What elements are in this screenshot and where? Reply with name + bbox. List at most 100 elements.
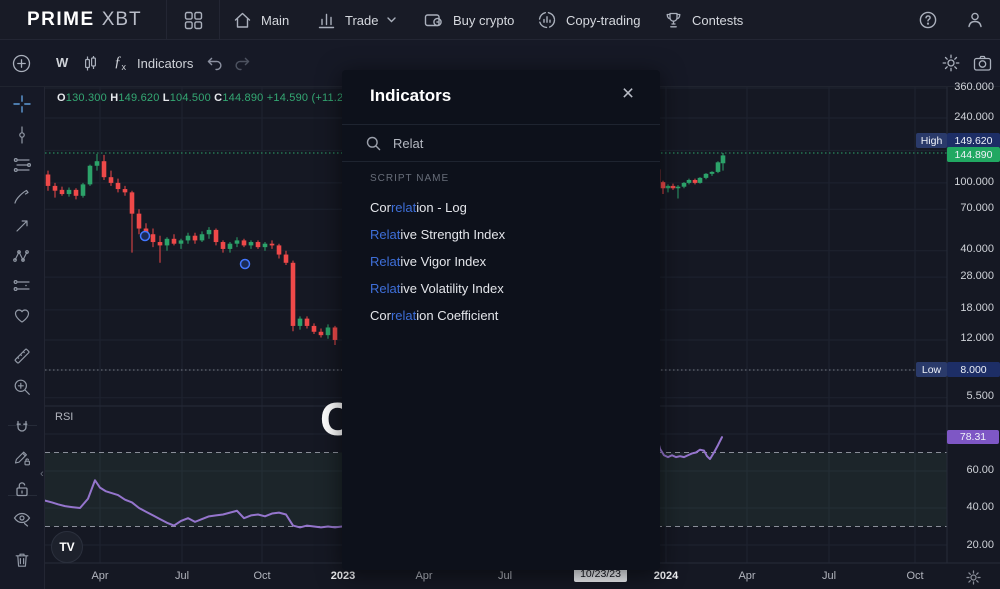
indicator-results-list: Correlation - Log Relative Strength Index…	[370, 194, 650, 329]
lock-drawings-tool[interactable]	[13, 480, 31, 498]
magnet-icon	[16, 420, 28, 432]
list-header: SCRIPT NAME	[370, 173, 450, 184]
pattern-icon	[13, 250, 29, 262]
zoom-in-icon	[14, 379, 30, 395]
chart-settings-button[interactable]	[942, 54, 960, 72]
indicator-list-item[interactable]: Correlation - Log	[370, 200, 467, 215]
tradingview-logo[interactable]: TV	[51, 531, 83, 563]
nav-item-main[interactable]: Main	[233, 0, 289, 40]
dialog-divider	[342, 161, 660, 162]
indicator-list-item[interactable]: Correlation Coefficient	[370, 308, 499, 323]
drawing-mode-tool[interactable]	[13, 449, 31, 467]
crosshair-tool[interactable]	[13, 95, 31, 113]
nav-divider	[219, 0, 220, 40]
indicator-list-item[interactable]: Relative Volatility Index	[370, 281, 504, 296]
axis-price-label: 360.000	[954, 81, 994, 93]
undo-icon	[207, 57, 222, 71]
indicators-button-label[interactable]: Indicators	[137, 56, 194, 71]
navbar: PRIME XBT Main Trade Buy crypto Copy-tra…	[0, 0, 1000, 40]
nav-item-copy-trading[interactable]: Copy-trading	[537, 0, 640, 40]
heart-icon	[14, 309, 30, 323]
high-value: 149.620	[118, 92, 160, 104]
hide-drawings-tool[interactable]	[13, 510, 31, 528]
undo-button[interactable]	[206, 55, 223, 72]
high-label: H	[110, 92, 119, 104]
zoom-in-tool[interactable]	[13, 378, 31, 396]
brush-tool[interactable]	[13, 187, 31, 205]
rsi-value-badge: 78.31	[947, 430, 999, 444]
low-price-value: 8.000	[947, 362, 1000, 377]
axis-time-label: Apr	[738, 570, 756, 582]
nav-label-buy-crypto: Buy crypto	[453, 12, 515, 28]
arrow-tool[interactable]	[13, 217, 31, 235]
chart-type-button[interactable]	[82, 55, 99, 72]
help-button[interactable]	[918, 10, 938, 30]
remove-drawings-tool[interactable]	[13, 551, 31, 569]
nav-item-trade[interactable]: Trade	[317, 0, 397, 40]
nav-item-contests[interactable]: Contests	[664, 0, 743, 40]
axis-time-label: Jul	[174, 570, 190, 582]
camera-icon	[973, 55, 992, 71]
redo-button[interactable]	[234, 55, 251, 72]
axis-time-label: Jul	[497, 570, 513, 582]
pencil-lock-icon	[14, 451, 30, 466]
position-tool[interactable]	[13, 277, 31, 295]
axis-price-label: 40.000	[960, 243, 994, 255]
gear-icon	[966, 570, 981, 585]
trend-line-tool[interactable]	[13, 156, 31, 174]
sidebar-collapse-chevron[interactable]: ‹	[40, 468, 44, 480]
indicator-list-item[interactable]: Relative Vigor Index	[370, 254, 487, 269]
logo-xbt: XBT	[101, 9, 142, 30]
axis-time-label: Oct	[906, 570, 924, 582]
home-icon	[234, 12, 251, 28]
rsi-pane-label[interactable]: RSI	[55, 411, 74, 423]
axis-price-label: 240.000	[954, 111, 994, 123]
time-axis-settings-button[interactable]	[966, 570, 981, 585]
indicator-list-item[interactable]: Relative Strength Index	[370, 227, 506, 242]
axis-price-label: 5.500	[966, 390, 994, 402]
favorites-tool[interactable]	[13, 307, 31, 325]
fx-icon: ƒx	[114, 54, 126, 72]
close-value: 144.890	[222, 92, 264, 104]
ohlc-legend: O130.300 H149.620 L104.500 C144.890 +14.…	[57, 92, 343, 104]
axis-time-label: Apr	[415, 570, 433, 582]
search-input[interactable]	[391, 134, 621, 152]
unlock-icon	[16, 482, 28, 497]
axis-price-label: 40.00	[966, 501, 994, 513]
nav-label-copy-trading: Copy-trading	[566, 12, 641, 28]
nav-label-contests: Contests	[692, 12, 744, 28]
timeframe-button[interactable]: W	[56, 55, 69, 70]
user-icon	[968, 12, 982, 28]
gear-icon	[942, 54, 960, 72]
help-icon	[919, 11, 937, 29]
ruler-icon	[14, 348, 30, 364]
magnet-tool[interactable]	[13, 419, 31, 437]
copy-trading-icon	[538, 11, 556, 29]
add-symbol-button[interactable]	[12, 54, 31, 73]
nav-item-buy-crypto[interactable]: Buy crypto	[424, 0, 514, 40]
close-icon: ×	[621, 82, 635, 105]
buy-crypto-icon	[424, 13, 442, 26]
axis-time-label: Apr	[91, 570, 109, 582]
vertical-line-tool[interactable]	[13, 126, 31, 144]
low-label: L	[162, 92, 170, 104]
indicators-button[interactable]: ƒx	[114, 53, 126, 72]
account-button[interactable]	[965, 10, 985, 30]
axis-price-label: 60.00	[966, 464, 994, 476]
search-bar[interactable]	[342, 125, 660, 161]
snapshot-button[interactable]	[973, 54, 992, 72]
xabcd-pattern-tool[interactable]	[13, 247, 31, 265]
apps-grid-button[interactable]	[184, 0, 203, 40]
axis-price-label: 100.000	[954, 176, 994, 188]
indicators-dialog: Indicators × SCRIPT NAME Correlation - L…	[342, 70, 660, 570]
close-button[interactable]: ×	[614, 80, 642, 108]
nav-divider	[166, 0, 167, 40]
drawing-toolbar	[0, 87, 45, 589]
eye-icon	[13, 512, 31, 527]
axis-time-label: Oct	[253, 570, 271, 582]
primexbt-logo[interactable]: PRIME XBT	[27, 9, 142, 31]
axis-time-label: 2023	[330, 570, 356, 582]
high-price-label: High	[916, 133, 947, 148]
ruler-tool[interactable]	[13, 347, 31, 365]
